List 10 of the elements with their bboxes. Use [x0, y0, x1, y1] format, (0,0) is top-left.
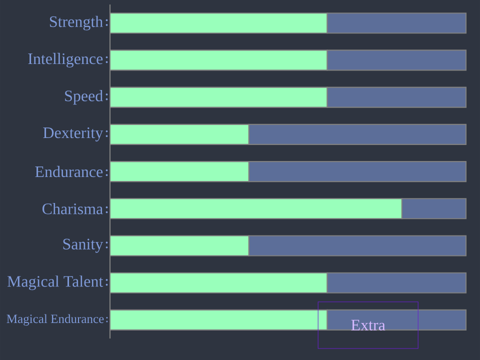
y-tick-label: Speed — [65, 90, 103, 105]
annotation: Extra — [351, 320, 386, 330]
y-tick-label: Charisma — [42, 203, 103, 214]
y-tick-label: Magical Talent — [7, 276, 104, 290]
y-tick-label: Endurance — [35, 166, 103, 178]
y-tick-label: Dexterity — [43, 127, 104, 142]
y-tick-label: Intelligence — [28, 52, 103, 68]
y-tick-label: Strength — [50, 16, 103, 30]
y-tick-label: Magical Endurance — [6, 314, 104, 326]
y-tick-label: Sanity — [63, 238, 104, 253]
